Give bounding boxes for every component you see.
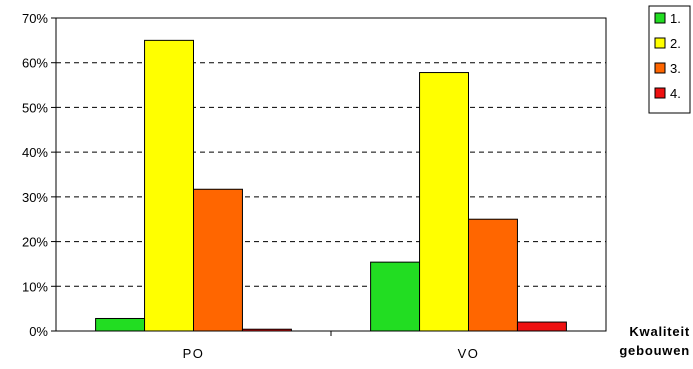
bar	[193, 188, 243, 332]
legend-entries: 1. 2. 3. 4.	[654, 11, 681, 101]
x-axis-title: Kwaliteit gebouwen	[619, 324, 690, 358]
y-tick-label: 30%	[22, 190, 48, 205]
y-tick-label: 50%	[22, 100, 48, 115]
plot-area	[55, 17, 607, 332]
bar	[419, 72, 469, 332]
y-tick-label: 60%	[22, 56, 48, 71]
legend-label: 2.	[670, 36, 681, 51]
legend: 1. 2. 3. 4.	[648, 5, 691, 114]
bar	[468, 218, 518, 332]
x-axis-title-line-2: gebouwen	[619, 343, 690, 358]
y-tick-label: 20%	[22, 235, 48, 250]
x-axis-categories: PO VO	[183, 331, 480, 361]
legend-swatch	[654, 62, 666, 74]
legend-label: 1.	[670, 11, 681, 26]
bars	[95, 39, 567, 332]
x-category-label: VO	[458, 346, 480, 361]
y-tick-label: 70%	[22, 11, 48, 26]
legend-label: 4.	[670, 86, 681, 101]
bar	[516, 321, 567, 332]
x-category-label: PO	[183, 346, 205, 361]
bar	[144, 39, 195, 332]
bar	[241, 328, 292, 332]
y-tick-label: 0%	[29, 324, 48, 339]
legend-label: 3.	[670, 61, 681, 76]
x-axis-title-line-1: Kwaliteit	[629, 324, 690, 339]
legend-swatch	[654, 12, 666, 24]
y-tick-label: 10%	[22, 279, 48, 294]
y-tick-label: 40%	[22, 145, 48, 160]
y-axis-ticks: 0% 10% 20% 30% 40% 50% 60% 70%	[22, 11, 56, 339]
bar	[95, 317, 146, 332]
legend-swatch	[654, 37, 666, 49]
bar	[370, 261, 421, 332]
legend-swatch	[654, 87, 666, 99]
